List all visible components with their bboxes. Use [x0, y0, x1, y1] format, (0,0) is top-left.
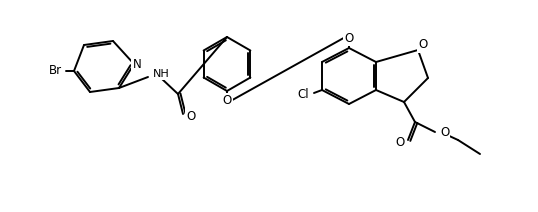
Text: Cl: Cl [298, 88, 309, 102]
Text: NH: NH [153, 69, 170, 79]
Text: O: O [222, 95, 232, 107]
Text: Br: Br [49, 64, 62, 78]
Text: O: O [186, 110, 195, 123]
Text: O: O [419, 39, 428, 52]
Text: O: O [440, 126, 449, 138]
Text: O: O [396, 135, 405, 148]
Text: O: O [344, 32, 353, 45]
Text: N: N [133, 59, 141, 71]
